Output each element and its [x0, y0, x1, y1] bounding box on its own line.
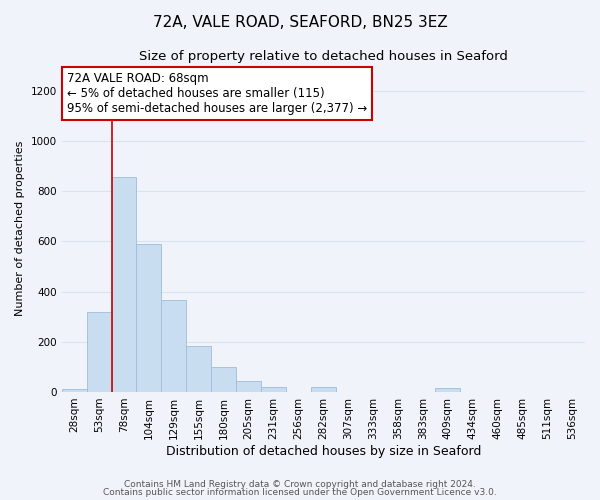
- Bar: [86, 312, 112, 392]
- Bar: [261, 387, 286, 392]
- Text: 72A, VALE ROAD, SEAFORD, BN25 3EZ: 72A, VALE ROAD, SEAFORD, BN25 3EZ: [152, 15, 448, 30]
- Bar: [236, 380, 261, 392]
- Bar: [161, 300, 186, 392]
- Bar: [62, 390, 86, 392]
- Bar: [136, 244, 161, 392]
- Y-axis label: Number of detached properties: Number of detached properties: [15, 141, 25, 316]
- Bar: [311, 387, 336, 392]
- Bar: [436, 388, 460, 392]
- X-axis label: Distribution of detached houses by size in Seaford: Distribution of detached houses by size …: [166, 444, 481, 458]
- Title: Size of property relative to detached houses in Seaford: Size of property relative to detached ho…: [139, 50, 508, 63]
- Bar: [112, 178, 136, 392]
- Text: 72A VALE ROAD: 68sqm
← 5% of detached houses are smaller (115)
95% of semi-detac: 72A VALE ROAD: 68sqm ← 5% of detached ho…: [67, 72, 367, 115]
- Bar: [186, 346, 211, 392]
- Bar: [211, 367, 236, 392]
- Text: Contains public sector information licensed under the Open Government Licence v3: Contains public sector information licen…: [103, 488, 497, 497]
- Text: Contains HM Land Registry data © Crown copyright and database right 2024.: Contains HM Land Registry data © Crown c…: [124, 480, 476, 489]
